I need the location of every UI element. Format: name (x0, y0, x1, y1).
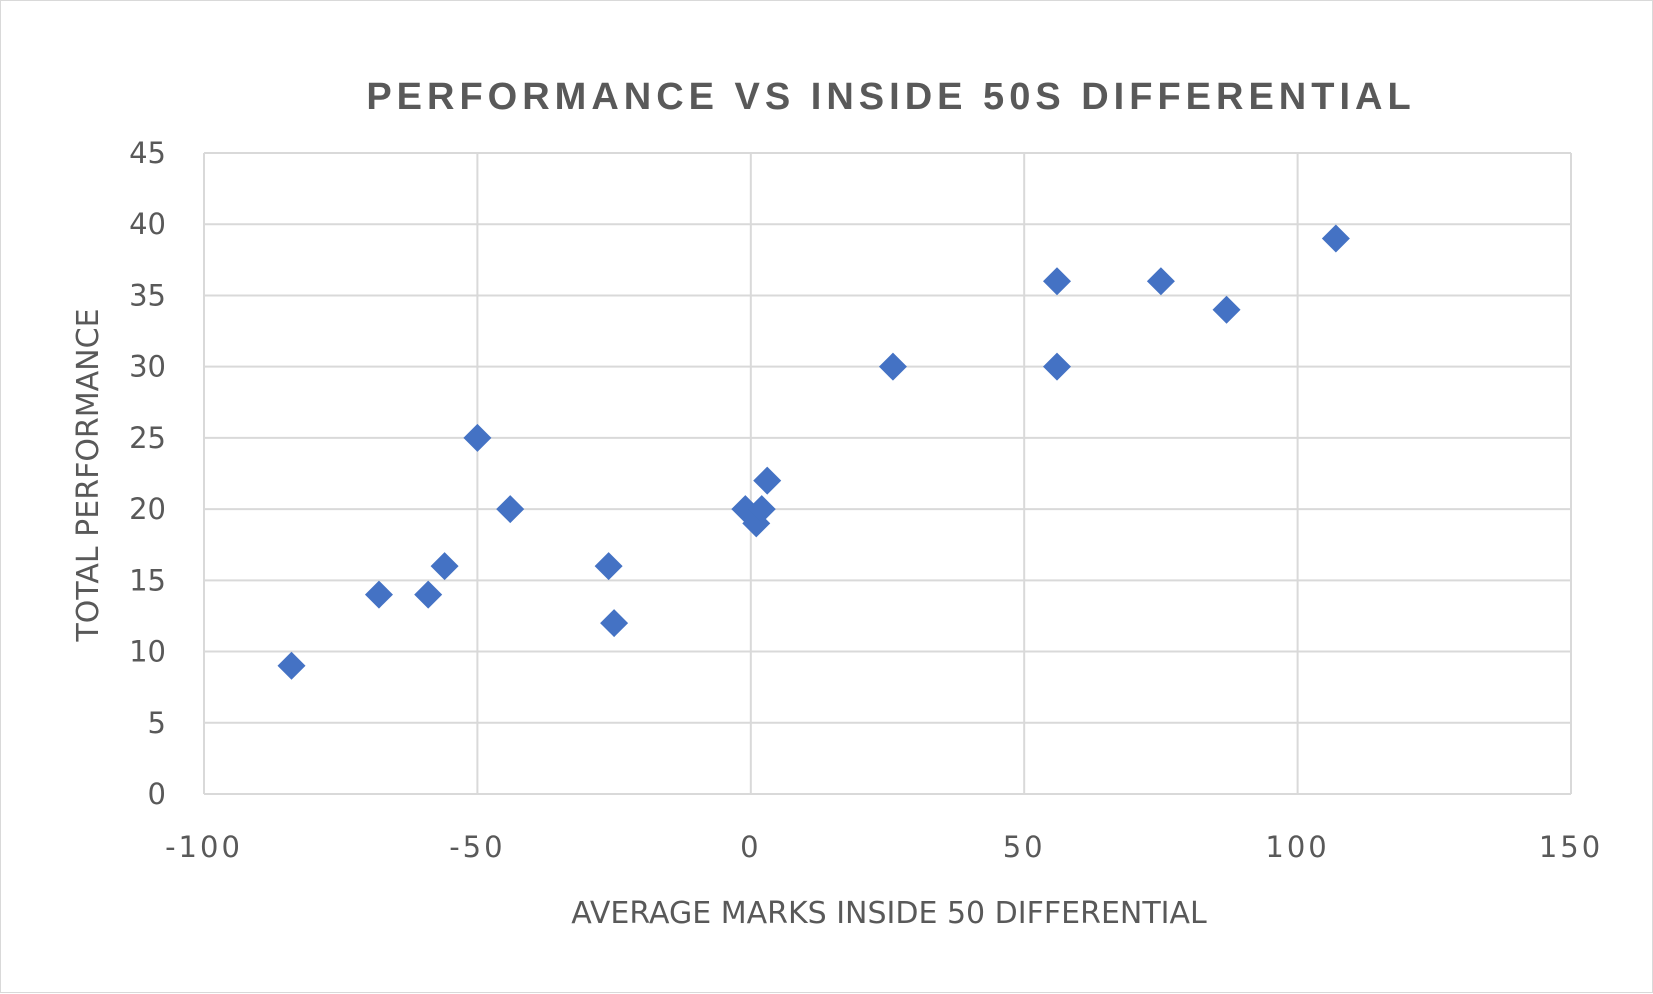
gridlines (203, 152, 1572, 795)
data-point (1321, 224, 1350, 253)
data-point (600, 609, 629, 638)
x-tick-label: -50 (449, 830, 505, 864)
data-point (753, 466, 782, 495)
y-tick-label: 25 (129, 421, 166, 455)
data-point (742, 509, 771, 538)
y-tick-label: 35 (129, 278, 166, 312)
x-tick-label: 50 (1003, 830, 1046, 864)
data-point (1146, 267, 1175, 296)
data-point (496, 495, 525, 524)
y-axis-ticks: 0 5 10 15 20 25 30 35 40 45 (129, 136, 166, 811)
data-point (594, 552, 623, 581)
y-tick-label: 15 (129, 563, 166, 597)
x-tick-label: -100 (165, 830, 243, 864)
x-axis-ticks: -100 -50 0 50 100 150 (165, 830, 1603, 864)
data-points (277, 224, 1350, 680)
x-tick-label: 100 (1265, 830, 1329, 864)
x-axis-label: AVERAGE MARKS INSIDE 50 DIFFERENTIAL (571, 896, 1207, 931)
y-tick-label: 45 (129, 136, 166, 170)
data-point (364, 580, 393, 609)
data-point (277, 651, 306, 680)
x-tick-label: 150 (1539, 830, 1603, 864)
data-point (463, 423, 492, 452)
y-tick-label: 30 (129, 350, 166, 384)
data-point (430, 552, 459, 581)
x-tick-label: 0 (740, 830, 761, 864)
data-point (1212, 295, 1241, 324)
y-tick-label: 10 (129, 635, 166, 669)
data-point (1043, 352, 1072, 381)
y-tick-label: 0 (148, 777, 166, 811)
y-axis-label: TOTAL PERFORMANCE (71, 308, 106, 642)
data-point (414, 580, 443, 609)
data-point (747, 495, 776, 524)
y-tick-label: 20 (129, 492, 166, 526)
data-point (878, 352, 907, 381)
data-point (1043, 267, 1072, 296)
chart-title: PERFORMANCE VS INSIDE 50S DIFFERENTIAL (366, 76, 1415, 118)
y-tick-label: 40 (129, 207, 166, 241)
y-tick-label: 5 (148, 706, 166, 740)
